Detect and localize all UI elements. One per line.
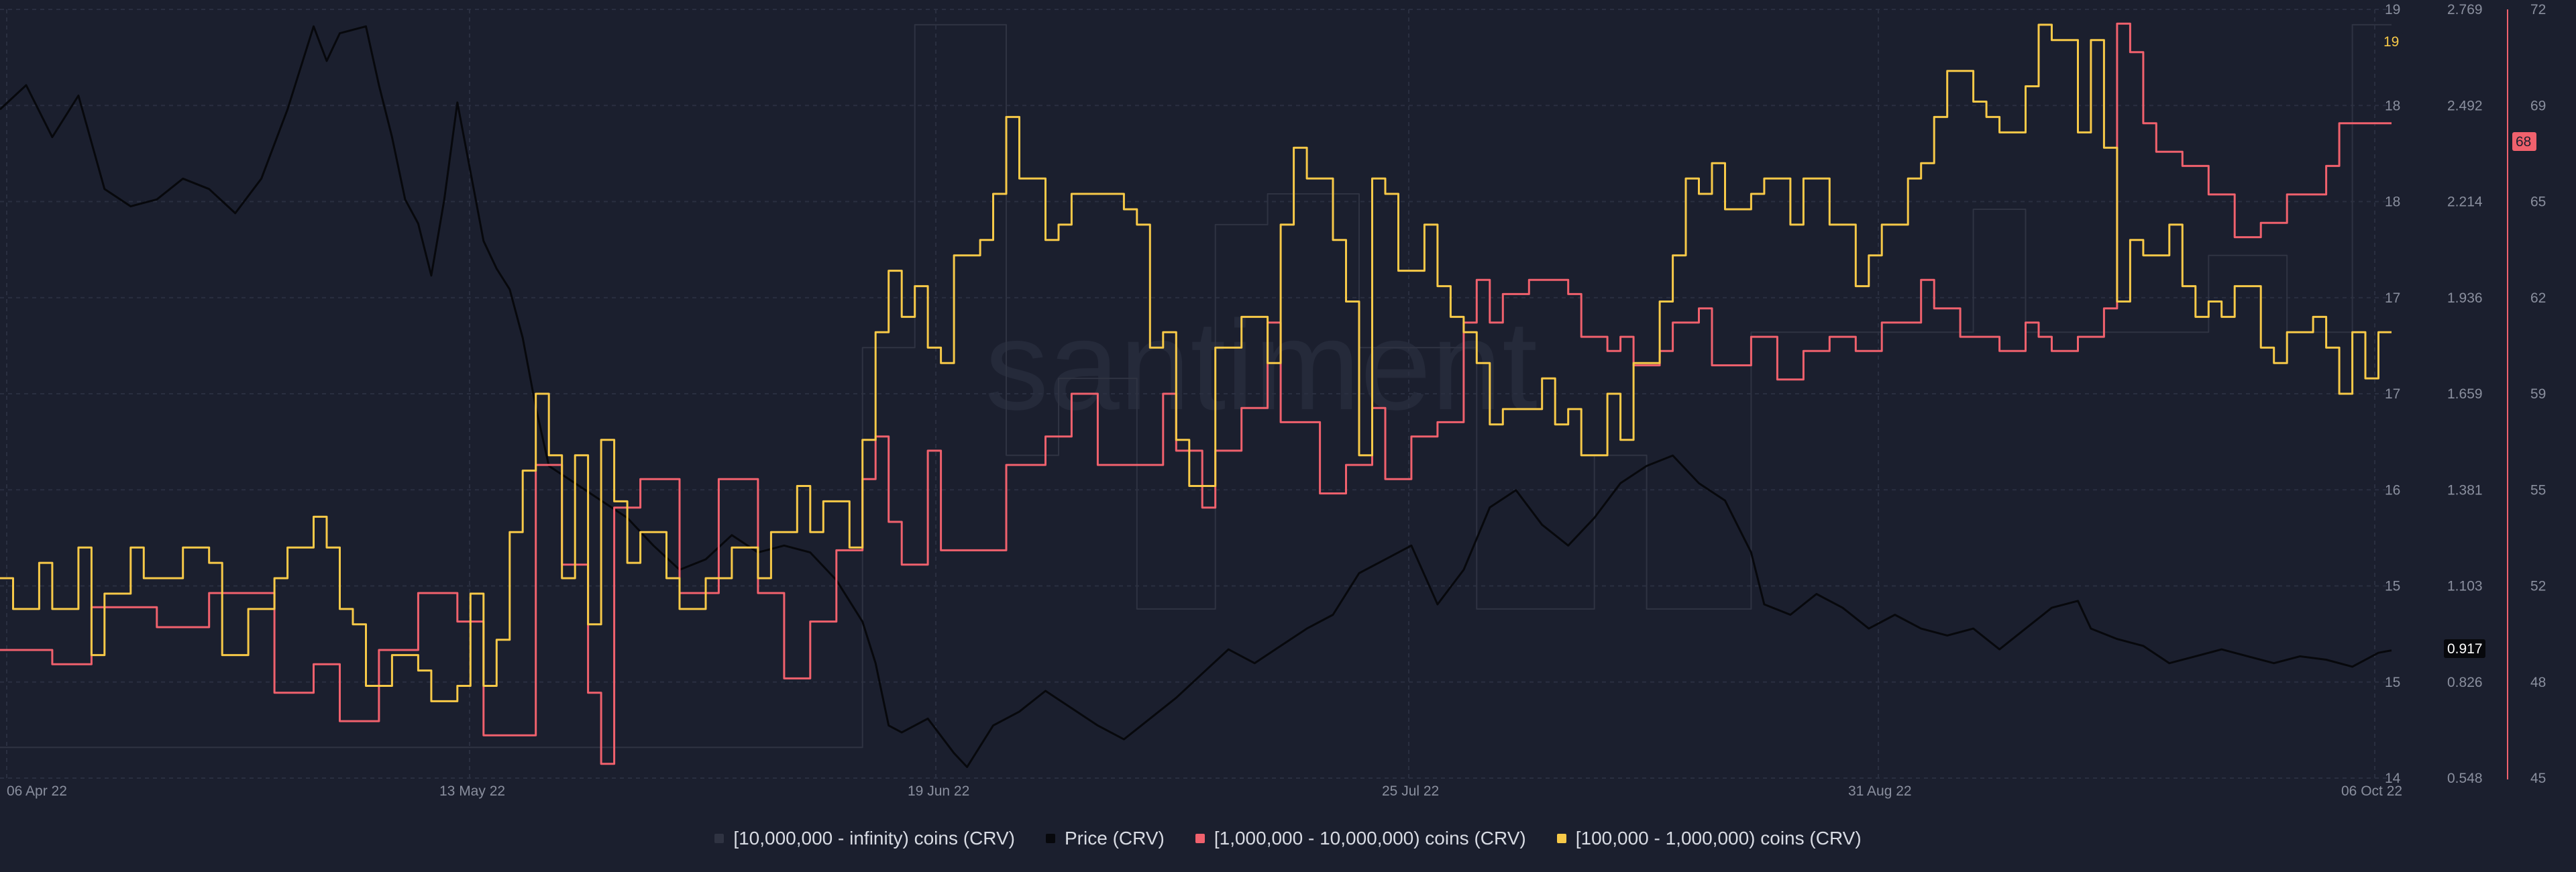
watermark-text: santiment (985, 294, 1538, 437)
x-axis-tick: 13 May 22 (439, 783, 505, 799)
left-axis-tick: 16 (2385, 482, 2400, 498)
right-axis-tick: 48 (2530, 675, 2546, 690)
legend-label-1m-10m: [1,000,000 - 10,000,000) coins (CRV) (1214, 828, 1526, 849)
left-axis-tick: 17 (2385, 386, 2400, 402)
left-axis-tick: 18 (2385, 195, 2400, 210)
legend-item-whales[interactable]: [10,000,000 - infinity) coins (CRV) (714, 828, 1015, 849)
chart-legend: [10,000,000 - infinity) coins (CRV) Pric… (0, 824, 2576, 853)
price-axis-tick: 0.548 (2447, 771, 2483, 786)
left-axis-current-badge-bg (2380, 32, 2403, 51)
right-axis-tick: 65 (2530, 195, 2546, 210)
legend-swatch-price (1046, 834, 1055, 843)
right-axis-tick: 69 (2530, 98, 2546, 113)
legend-label-100k-1m: [100,000 - 1,000,000) coins (CRV) (1575, 828, 1862, 849)
left-axis-tick: 17 (2385, 290, 2400, 306)
x-axis-tick: 25 Jul 22 (1382, 783, 1439, 799)
price-axis-tick: 2.214 (2447, 195, 2483, 210)
legend-swatch-100k-1m (1556, 834, 1566, 843)
series-line-1 (0, 25, 2392, 768)
right-axis-current-badge-bg (2512, 132, 2536, 151)
legend-item-100k-1m[interactable]: [100,000 - 1,000,000) coins (CRV) (1556, 828, 1862, 849)
legend-item-price[interactable]: Price (CRV) (1046, 828, 1165, 849)
left-axis-tick: 19 (2385, 2, 2400, 17)
price-axis-tick: 1.381 (2447, 482, 2483, 498)
price-axis-tick: 2.769 (2447, 2, 2483, 17)
price-axis-tick: 1.103 (2447, 579, 2483, 594)
left-axis-tick: 15 (2385, 579, 2400, 594)
price-current-badge: 0.917 (2447, 641, 2483, 657)
legend-item-1m-10m[interactable]: [1,000,000 - 10,000,000) coins (CRV) (1195, 828, 1526, 849)
legend-label-whales: [10,000,000 - infinity) coins (CRV) (733, 828, 1015, 849)
right-axis-tick: 45 (2530, 771, 2546, 786)
series-line-2 (0, 22, 2392, 765)
x-axis-tick: 19 Jun 22 (908, 783, 969, 799)
legend-swatch-whales (714, 834, 724, 843)
right-axis-tick: 59 (2530, 386, 2546, 402)
left-axis-tick: 15 (2385, 675, 2400, 690)
left-axis-tick: 14 (2385, 771, 2401, 786)
right-axis-tick: 62 (2530, 290, 2546, 306)
price-axis-tick: 2.492 (2447, 98, 2483, 113)
x-axis-tick: 06 Apr 22 (7, 783, 67, 799)
right-axis-tick: 55 (2530, 482, 2546, 498)
price-current-badge-bg (2444, 639, 2485, 658)
price-axis-tick: 1.659 (2447, 386, 2483, 402)
x-axis-tick: 31 Aug 22 (1848, 783, 1912, 799)
right-axis-tick: 72 (2530, 2, 2546, 17)
series-line-3 (0, 23, 2392, 702)
left-axis-current-badge: 19 (2383, 34, 2399, 50)
price-axis-tick: 1.936 (2447, 290, 2483, 306)
price-axis-tick: 0.826 (2447, 675, 2483, 690)
x-axis-tick: 06 Oct 22 (2341, 783, 2402, 799)
legend-swatch-1m-10m (1195, 834, 1205, 843)
right-axis-tick: 52 (2530, 579, 2546, 594)
left-axis-tick: 18 (2385, 98, 2400, 113)
right-axis-current-badge: 68 (2516, 134, 2531, 150)
legend-label-price: Price (CRV) (1065, 828, 1165, 849)
